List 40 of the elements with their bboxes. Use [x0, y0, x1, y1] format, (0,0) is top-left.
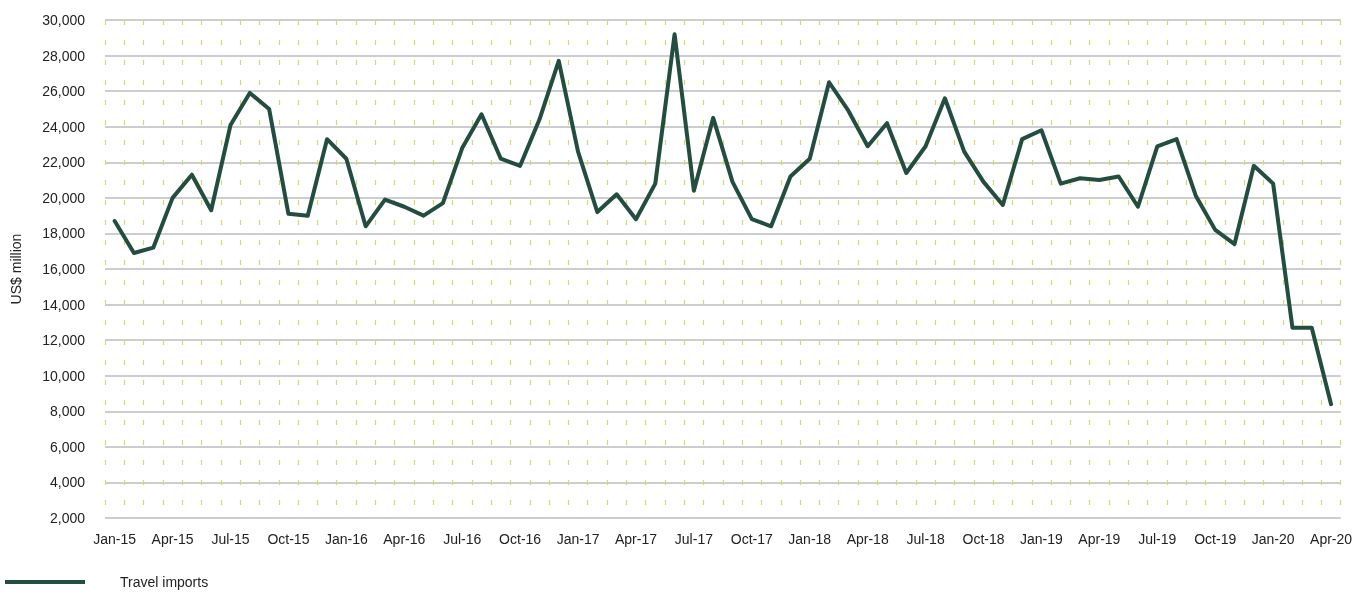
x-tick-label: Oct-18	[962, 531, 1005, 547]
y-tick-label: 18,000	[42, 225, 86, 242]
y-axis-title: US$ million	[8, 233, 24, 305]
x-tick-label: Apr-17	[614, 531, 658, 547]
x-tick-label: Jan-15	[93, 531, 137, 547]
x-tick-label: Jan-17	[556, 531, 600, 547]
x-tick-label: Apr-15	[151, 531, 194, 547]
x-tick-label: Jul-19	[1138, 531, 1177, 547]
x-tick-label: Oct-17	[730, 531, 774, 547]
y-tick-label: 8,000	[49, 403, 86, 420]
y-tick-label: 22,000	[42, 154, 86, 171]
y-tick-label: 24,000	[42, 118, 86, 135]
x-tick-label: Apr-16	[383, 531, 426, 547]
x-tick-label: Oct-19	[1194, 531, 1237, 547]
y-tick-label: 20,000	[42, 189, 86, 206]
x-tick-label: Jan-18	[788, 531, 832, 547]
x-tick-label: Jan-16	[324, 531, 368, 547]
y-tick-label: 26,000	[42, 83, 86, 100]
x-tick-label: Jul-15	[211, 531, 250, 547]
x-tick-label: Jul-18	[906, 531, 945, 547]
y-tick-label: 4,000	[49, 474, 86, 491]
y-tick-label: 30,000	[42, 12, 86, 28]
x-tick-label: Jan-19	[1020, 531, 1064, 547]
text: Travel imports	[120, 574, 209, 590]
x-tick-label: Oct-15	[267, 531, 310, 547]
y-tick-label: 6,000	[49, 438, 86, 455]
y-tick-label: 14,000	[42, 296, 86, 313]
y-tick-label: 10,000	[42, 367, 86, 384]
line-series	[112, 32, 1334, 407]
y-tick-label: 28,000	[42, 47, 86, 64]
x-tick-label: Oct-16	[499, 531, 542, 547]
y-tick-label: 2,000	[49, 510, 86, 526]
x-tick-label: Jul-17	[674, 531, 714, 547]
x-tick-label: Apr-19	[1078, 531, 1121, 547]
x-tick-label: Apr-18	[846, 531, 889, 547]
y-tick-label: 12,000	[42, 332, 86, 349]
x-tick-label: Jan-20	[1251, 531, 1295, 547]
x-tick-label: Jul-16	[443, 531, 482, 547]
y-tick-label: 16,000	[42, 261, 86, 277]
x-tick-label: Apr-20	[1310, 531, 1353, 547]
